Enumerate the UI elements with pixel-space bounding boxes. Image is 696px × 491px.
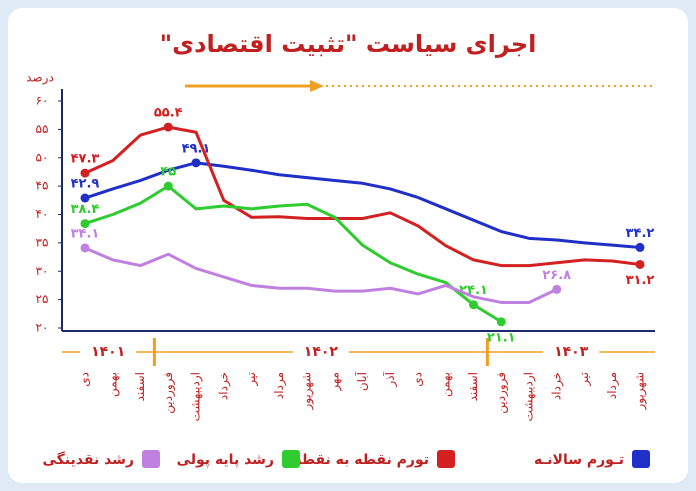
legend-swatch — [632, 450, 650, 468]
x-tick-label: شهریور — [300, 372, 315, 411]
series-line — [84, 246, 558, 304]
point — [163, 181, 173, 191]
data-label: ۴۵ — [160, 165, 176, 180]
x-tick-label: خرداد — [216, 372, 231, 400]
chart-title: اجرای سیاست "تثبیت اقتصادی" — [160, 30, 537, 58]
x-tick-label: فروردین — [161, 372, 176, 414]
data-label: ۳۴.۱ — [71, 226, 100, 241]
point — [80, 219, 90, 229]
year-label-bg — [80, 343, 137, 361]
x-tick-label: اسفند — [133, 372, 147, 401]
data-label: ۴۲.۹ — [71, 177, 100, 192]
legend-label: رشد پایه پولی — [177, 452, 274, 468]
x-tick-label: اردیبهشت — [189, 372, 204, 421]
x-tick-label: تیر — [577, 372, 592, 387]
x-tick-label: تیر — [244, 372, 259, 387]
x-tick-label: اسفند — [466, 372, 480, 401]
series-line — [84, 125, 641, 268]
series-line — [84, 161, 641, 249]
y-tick-label: ۲۵ — [36, 292, 49, 306]
point — [496, 317, 506, 327]
x-tick-label: آذر — [382, 371, 398, 387]
point — [80, 243, 90, 253]
legend-swatch — [142, 450, 160, 468]
y-tick-label: ۶۰ — [36, 94, 49, 108]
point — [635, 242, 645, 252]
point — [635, 259, 645, 269]
y-tick-label: ۴۵ — [36, 179, 49, 193]
x-tick-label: آبان — [354, 371, 369, 391]
y-tick-label: ۵۵ — [36, 122, 49, 136]
y-axis-label: درصد — [26, 71, 54, 86]
x-tick-label: مرداد — [605, 372, 620, 399]
x-tick-label: فروردین — [494, 372, 509, 414]
data-label: ۴۷.۳ — [71, 152, 100, 167]
point — [552, 284, 562, 294]
x-tick-label: دی — [411, 372, 425, 387]
year-label: ۱۴۰۳ — [554, 344, 589, 360]
x-tick-label: بهمن — [105, 372, 120, 397]
data-label: ۲۱.۱ — [487, 330, 516, 345]
card — [8, 8, 688, 483]
year-label-bg — [543, 343, 600, 361]
legend-label: رشد نقدینگی — [43, 451, 135, 468]
x-tick-label: بهمن — [438, 372, 453, 397]
legend-swatch — [282, 450, 300, 468]
x-tick-label: اردیبهشت — [522, 372, 537, 421]
point — [163, 122, 173, 132]
year-label-bg — [292, 343, 349, 361]
data-label: ۳۸.۴ — [71, 202, 100, 217]
legend-label: تورم نقطه به نقطه — [293, 452, 429, 468]
x-tick-label: مرداد — [272, 372, 287, 399]
x-tick-label: شهریور — [633, 372, 648, 411]
series-line — [84, 184, 503, 324]
data-label: ۲۶.۸ — [542, 268, 571, 283]
legend-swatch — [437, 450, 455, 468]
year-label: ۱۴۰۲ — [304, 344, 339, 360]
point — [80, 168, 90, 178]
year-label: ۱۴۰۱ — [91, 344, 125, 360]
point — [469, 300, 478, 310]
y-tick-label: ۲۰ — [36, 321, 49, 335]
data-label: ۳۴.۲ — [626, 226, 655, 241]
data-label: ۵۵.۴ — [154, 106, 183, 121]
x-tick-label: دی — [78, 372, 92, 387]
data-label: ۳۱.۲ — [626, 273, 655, 288]
y-tick-label: ۴۰ — [36, 207, 49, 221]
y-tick-label: ۵۰ — [36, 150, 49, 164]
point — [80, 193, 90, 203]
x-tick-label: مهر — [327, 372, 342, 392]
point — [191, 158, 201, 168]
y-tick-label: ۳۰ — [36, 264, 49, 278]
y-tick-label: ۳۵ — [36, 235, 49, 249]
x-tick-label: خرداد — [549, 372, 564, 400]
legend-label: تـورم سالانـه — [534, 452, 624, 468]
arrow-head — [310, 80, 324, 92]
